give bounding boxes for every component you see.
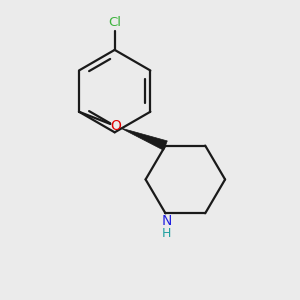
Polygon shape — [120, 128, 167, 150]
Text: H: H — [162, 227, 172, 240]
Text: N: N — [162, 214, 172, 228]
Text: O: O — [110, 119, 121, 133]
Text: Cl: Cl — [108, 16, 121, 29]
